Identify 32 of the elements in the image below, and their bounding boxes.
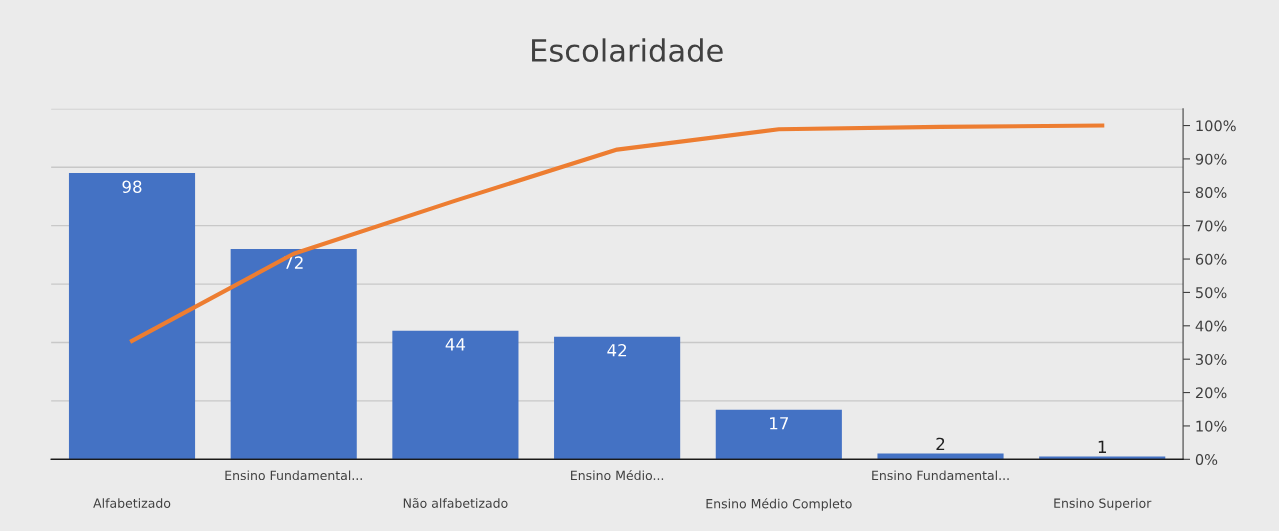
x-tick-label: Ensino Fundamental... [225,470,362,481]
data-label: 44 [445,338,466,351]
chart-title: Escolaridade [532,38,723,62]
x-tick-label: Ensino Médio Completo [706,498,852,511]
bar [554,336,681,460]
data-label: 1 [1098,440,1106,453]
y2-tick-label: 90% [1195,153,1227,165]
y2-tick-label: 0% [1195,454,1218,466]
x-tick-label: Não alfabetizado [403,497,508,508]
y2-tick-label: 30% [1195,353,1227,365]
data-label: 98 [122,180,142,194]
bar [230,249,357,460]
data-label: 17 [770,417,788,430]
bar [1039,456,1166,460]
y2-tick-label: 80% [1195,187,1227,199]
x-tick-label: Ensino Superior [1054,498,1152,511]
bar [392,330,519,460]
x-tick-label: Ensino Fundamental... [872,470,1009,481]
bar [877,453,1004,460]
x-tick-label: Ensino Médio... [571,469,664,481]
y2-tick-label: 40% [1195,320,1227,332]
y2-tick-label: 10% [1196,420,1227,432]
data-label: 42 [607,343,627,357]
y2-tick-label: 60% [1195,253,1227,265]
y2-tick-label: 20% [1195,387,1227,399]
data-label: 2 [936,437,945,451]
bar [715,409,842,460]
bar [68,173,196,460]
x-tick-label: Alfabetizado [93,498,171,508]
y2-tick-label: 70% [1196,220,1227,232]
y2-tick-label: 100% [1196,120,1236,132]
y2-tick-label: 50% [1196,287,1227,299]
